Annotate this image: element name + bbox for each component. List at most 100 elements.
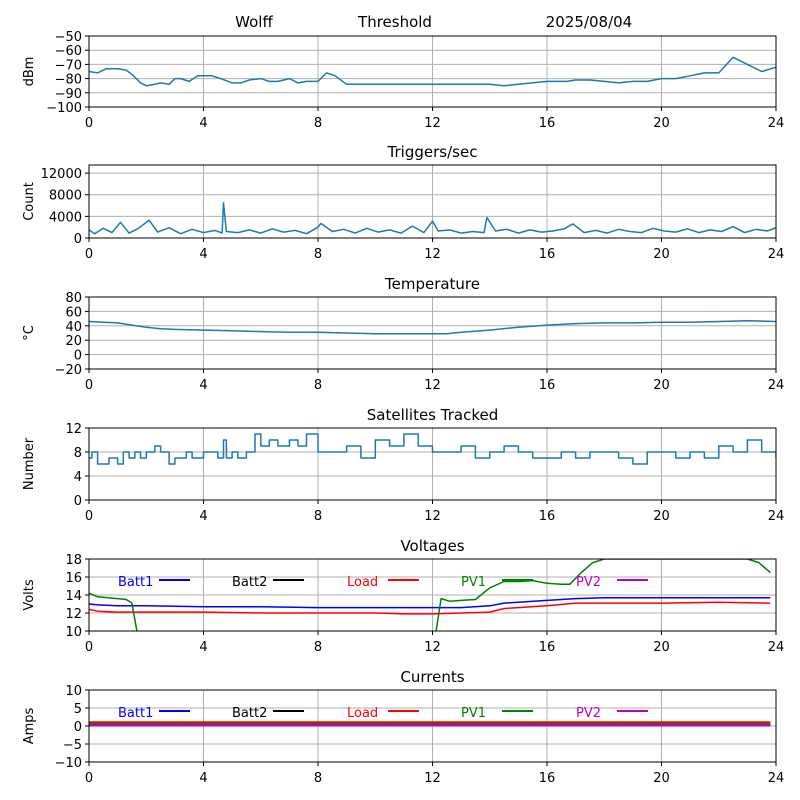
x-tick-label: 24 <box>768 116 785 131</box>
y-tick-label: −20 <box>55 363 82 378</box>
x-tick-label: 20 <box>653 509 670 524</box>
y-axis-label: Volts <box>22 579 37 611</box>
panel-6: 0 4 8 12 16 20 24 −10 −5 0 5 10 Currents Amps Batt1 Bat… <box>22 668 784 786</box>
y-axis-label: dBm <box>22 57 37 87</box>
y-tick-label: −60 <box>55 44 82 59</box>
series-group <box>89 56 776 87</box>
x-tick-label: 16 <box>539 771 556 786</box>
y-tick-label: −70 <box>55 58 82 73</box>
x-tick-label: 12 <box>424 247 441 262</box>
y-tick-label: 14 <box>65 589 82 604</box>
x-tick-label: 12 <box>424 509 441 524</box>
x-tick-label: 0 <box>85 116 93 131</box>
x-tick-label: 4 <box>199 378 207 393</box>
y-tick-label: 4 <box>74 470 82 485</box>
y-tick-label: 8000 <box>49 189 82 204</box>
legend-label-pv1: PV1 <box>461 575 486 590</box>
x-tick-label: 16 <box>539 509 556 524</box>
x-tick-label: 24 <box>768 509 785 524</box>
series-line-main <box>89 320 776 335</box>
y-tick-label: 12 <box>65 422 82 437</box>
legend-label-batt2: Batt2 <box>232 706 267 721</box>
y-tick-label: −80 <box>55 73 82 88</box>
legend-label-batt2: Batt2 <box>232 575 267 590</box>
y-tick-label: 5 <box>74 702 82 717</box>
x-tick-label: 20 <box>653 116 670 131</box>
x-tick-label: 20 <box>653 247 670 262</box>
x-tick-label: 8 <box>314 378 322 393</box>
x-tick-label: 12 <box>424 116 441 131</box>
x-tick-label: 8 <box>314 771 322 786</box>
legend-label-pv2: PV2 <box>576 575 601 590</box>
y-axis-label: Amps <box>22 707 37 744</box>
x-tick-label: 8 <box>314 640 322 655</box>
y-tick-label: 80 <box>65 291 82 306</box>
panel-5: 0 4 8 12 16 20 24 10 12 14 16 18 Voltages Volts Batt1 B… <box>22 537 784 655</box>
y-tick-label: −10 <box>55 756 82 771</box>
series-line-batt1 <box>89 596 771 609</box>
legend-label-pv1: PV1 <box>461 706 486 721</box>
y-tick-label: 40 <box>65 320 82 335</box>
x-tick-label: 12 <box>424 378 441 393</box>
x-tick-label: 4 <box>199 509 207 524</box>
y-tick-label: −5 <box>63 738 82 753</box>
x-tick-label: 8 <box>314 509 322 524</box>
y-tick-label: 10 <box>65 625 82 640</box>
x-tick-label: 20 <box>653 378 670 393</box>
y-tick-label: 20 <box>65 334 82 349</box>
x-tick-label: 12 <box>424 640 441 655</box>
x-tick-label: 16 <box>539 247 556 262</box>
x-tick-label: 4 <box>199 247 207 262</box>
y-tick-label: 18 <box>65 553 82 568</box>
panel-title: Satellites Tracked <box>367 406 498 424</box>
header-station: Wolff <box>235 13 273 31</box>
y-tick-label: −100 <box>46 101 82 116</box>
legend-label-load: Load <box>347 706 378 721</box>
legend-label-batt1: Batt1 <box>118 575 153 590</box>
series-line-load <box>89 601 771 615</box>
x-tick-label: 8 <box>314 116 322 131</box>
panel-title: Temperature <box>384 275 480 293</box>
panel-4: 0 4 8 12 16 20 24 0 4 8 12 Satellites Tracked Number <box>22 406 784 524</box>
panel-1: 0 4 8 12 16 20 24 −100−90−80−70−60−50 dBm <box>22 30 784 131</box>
y-axis-label: °C <box>22 325 37 341</box>
y-axis-label: Number <box>22 437 37 490</box>
legend-label-batt1: Batt1 <box>118 706 153 721</box>
x-tick-label: 4 <box>199 116 207 131</box>
series-line-main <box>89 433 776 465</box>
y-tick-label: 60 <box>65 305 82 320</box>
legend-label-load: Load <box>347 575 378 590</box>
panel-title: Triggers/sec <box>387 143 478 161</box>
y-tick-label: 10 <box>65 684 82 699</box>
y-tick-label: 0 <box>74 494 82 509</box>
x-tick-label: 4 <box>199 771 207 786</box>
y-tick-label: 4000 <box>49 210 82 225</box>
y-tick-label: −50 <box>55 30 82 45</box>
x-tick-label: 0 <box>85 509 93 524</box>
x-tick-label: 4 <box>199 640 207 655</box>
panel-title: Currents <box>400 668 464 686</box>
x-tick-label: 8 <box>314 247 322 262</box>
series-group <box>89 433 776 465</box>
y-tick-label: 0 <box>74 232 82 247</box>
series-group <box>89 320 776 335</box>
y-tick-label: 0 <box>74 720 82 735</box>
x-tick-label: 16 <box>539 378 556 393</box>
x-tick-label: 0 <box>85 771 93 786</box>
y-tick-label: −90 <box>55 87 82 102</box>
x-tick-label: 24 <box>768 771 785 786</box>
series-line-main <box>89 202 776 235</box>
y-tick-label: 16 <box>65 571 82 586</box>
y-axis-label: Count <box>22 182 37 221</box>
x-tick-label: 24 <box>768 640 785 655</box>
x-tick-label: 16 <box>539 116 556 131</box>
series-line-main <box>89 56 776 87</box>
y-tick-label: 12 <box>65 607 82 622</box>
series-group <box>89 721 771 727</box>
panel-2: 0 4 8 12 16 20 24 0 4000 8000 12000 Triggers/sec Cou… <box>22 143 784 262</box>
x-tick-label: 24 <box>768 247 785 262</box>
x-tick-label: 20 <box>653 771 670 786</box>
x-tick-label: 0 <box>85 247 93 262</box>
